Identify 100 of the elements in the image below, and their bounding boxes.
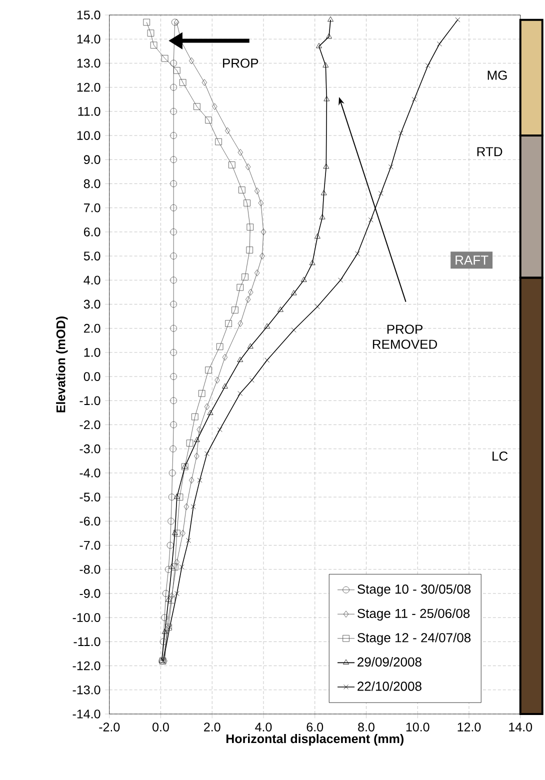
point (170, 445, 176, 452)
y-tick-label: 14.0 (77, 34, 100, 44)
point (212, 103, 218, 110)
y-tick-label: 13.0 (77, 58, 100, 68)
point (173, 67, 180, 74)
point (174, 18, 180, 26)
point (222, 354, 228, 361)
point (254, 188, 260, 194)
point (170, 300, 177, 308)
point (170, 228, 177, 236)
point (198, 390, 206, 397)
y-tick-label: 11.0 (78, 106, 100, 116)
point (241, 274, 248, 280)
point (204, 116, 212, 124)
point (170, 204, 177, 212)
point (180, 530, 186, 537)
annotation: MG (488, 70, 507, 80)
x-tick-label: 6.0 (306, 722, 323, 732)
point (378, 190, 384, 196)
point (161, 614, 168, 621)
x-tick-label: 14.0 (508, 722, 532, 732)
point (143, 18, 150, 26)
point (204, 451, 210, 456)
x-tick-label: 10.0 (406, 722, 430, 732)
x-tick-label: -2.0 (98, 722, 120, 732)
point (173, 530, 180, 537)
point (186, 440, 193, 446)
legend-label: 22/10/2008 (357, 681, 422, 691)
y-tick-label: -5.0 (80, 492, 100, 502)
point (207, 410, 214, 415)
point (204, 366, 212, 374)
point (398, 130, 404, 136)
x-tick-label: 12.0 (458, 722, 480, 732)
point (179, 79, 186, 86)
point (164, 626, 170, 634)
point (264, 358, 270, 363)
point (238, 320, 243, 327)
point (170, 421, 177, 428)
legend-label: Stage 12 - 24/07/08 (357, 632, 470, 645)
point (277, 306, 284, 312)
point (197, 478, 202, 483)
y-tick-label: 2.0 (84, 324, 100, 333)
point (338, 278, 343, 283)
point (217, 427, 222, 432)
point (170, 180, 177, 188)
annotation: LC (492, 451, 508, 461)
point (193, 103, 200, 110)
point (216, 343, 224, 350)
point (179, 564, 184, 570)
y-tick-label: -13.0 (72, 685, 100, 694)
point (249, 378, 254, 383)
point (319, 214, 326, 220)
point (170, 60, 177, 67)
point (191, 413, 198, 420)
y-tick-label: -2.0 (80, 420, 100, 430)
point (436, 41, 442, 46)
point (300, 276, 307, 282)
point (245, 163, 250, 170)
y-tick-label: 4.0 (83, 276, 100, 285)
point (188, 57, 194, 64)
y-tick-label: -12.0 (72, 661, 100, 670)
point (320, 190, 327, 196)
point (170, 156, 177, 164)
point (170, 276, 177, 284)
y-tick-label: -7.0 (80, 540, 100, 550)
y-tick-label: 8.0 (84, 179, 100, 188)
point (168, 564, 175, 569)
y-tick-label: -14.0 (72, 710, 100, 718)
point (160, 638, 167, 646)
point (168, 596, 175, 604)
y-tick-label: 7.0 (84, 203, 100, 212)
y-tick-label: -11.0 (74, 637, 100, 646)
point (202, 79, 207, 86)
point (260, 228, 266, 236)
y-tick-label: 10.0 (77, 131, 100, 140)
y-tick-label: 5.0 (84, 252, 100, 260)
point (172, 530, 178, 536)
point (161, 54, 168, 62)
point (194, 436, 200, 442)
point (174, 558, 180, 566)
point (186, 538, 191, 543)
point (170, 132, 177, 139)
x-axis-title: Horizontal displacement (mm) (226, 734, 404, 746)
point (176, 494, 183, 500)
legend-label: Stage 11 - 25/06/08 (357, 608, 470, 621)
point (259, 252, 265, 260)
legend-label: 29/09/2008 (357, 657, 422, 667)
point (170, 324, 177, 332)
point (258, 200, 264, 206)
y-tick-label: -10.0 (72, 613, 100, 622)
point (170, 373, 177, 380)
point (248, 288, 254, 296)
point (254, 270, 260, 276)
point (245, 296, 250, 303)
point (324, 96, 330, 102)
point (236, 284, 244, 291)
point (326, 33, 332, 38)
point (246, 224, 254, 230)
point (388, 164, 394, 170)
point (237, 390, 242, 396)
